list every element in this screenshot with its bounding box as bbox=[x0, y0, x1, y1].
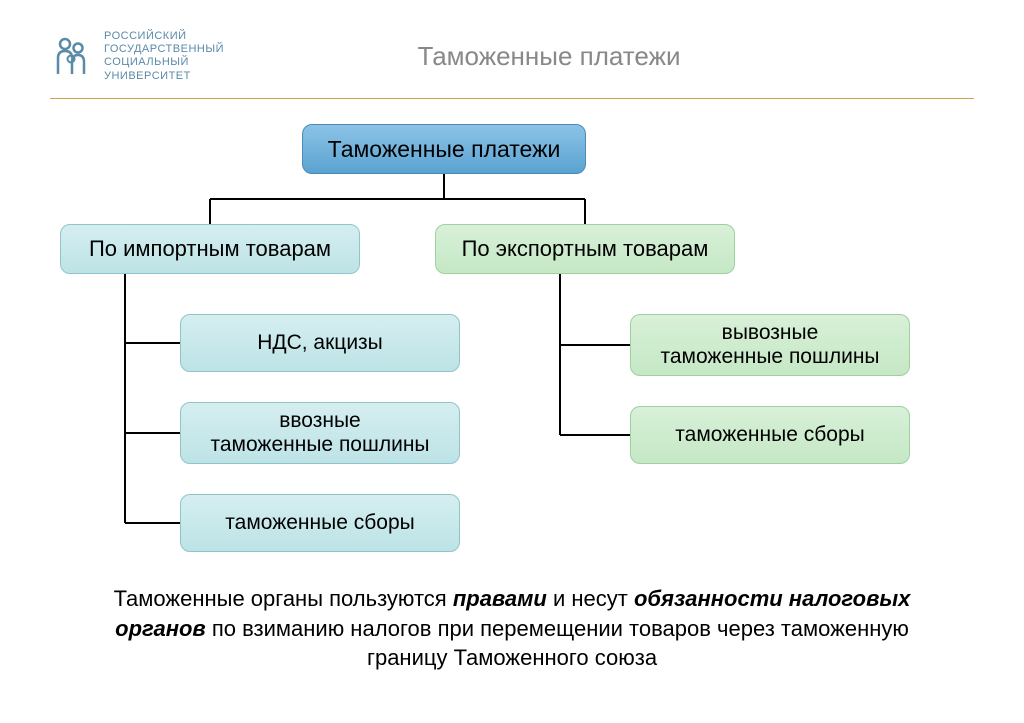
page-title: Таможенные платежи bbox=[224, 41, 974, 72]
footer-text: Таможенные органы пользуются правами и н… bbox=[0, 584, 1024, 673]
header: РОССИЙСКИЙ ГОСУДАРСТВЕННЫЙ СОЦИАЛЬНЫЙ УН… bbox=[0, 0, 1024, 93]
node-export_fees: таможенные сборы bbox=[630, 406, 910, 464]
logo-icon bbox=[50, 34, 94, 78]
node-import_fees: таможенные сборы bbox=[180, 494, 460, 552]
logo-text: РОССИЙСКИЙ ГОСУДАРСТВЕННЫЙ СОЦИАЛЬНЫЙ УН… bbox=[104, 30, 224, 83]
diagram-area: Таможенные платежи По импортным товарам По… bbox=[0, 119, 1024, 599]
node-export_duty: вывозные таможенные пошлины bbox=[630, 314, 910, 376]
node-nds: НДС, акцизы bbox=[180, 314, 460, 372]
node-export: По экспортным товарам bbox=[435, 224, 735, 274]
node-import: По импортным товарам bbox=[60, 224, 360, 274]
logo-block: РОССИЙСКИЙ ГОСУДАРСТВЕННЫЙ СОЦИАЛЬНЫЙ УН… bbox=[50, 30, 224, 83]
node-root: Таможенные платежи bbox=[302, 124, 586, 174]
header-divider bbox=[50, 98, 974, 99]
node-import_duty: ввозные таможенные пошлины bbox=[180, 402, 460, 464]
